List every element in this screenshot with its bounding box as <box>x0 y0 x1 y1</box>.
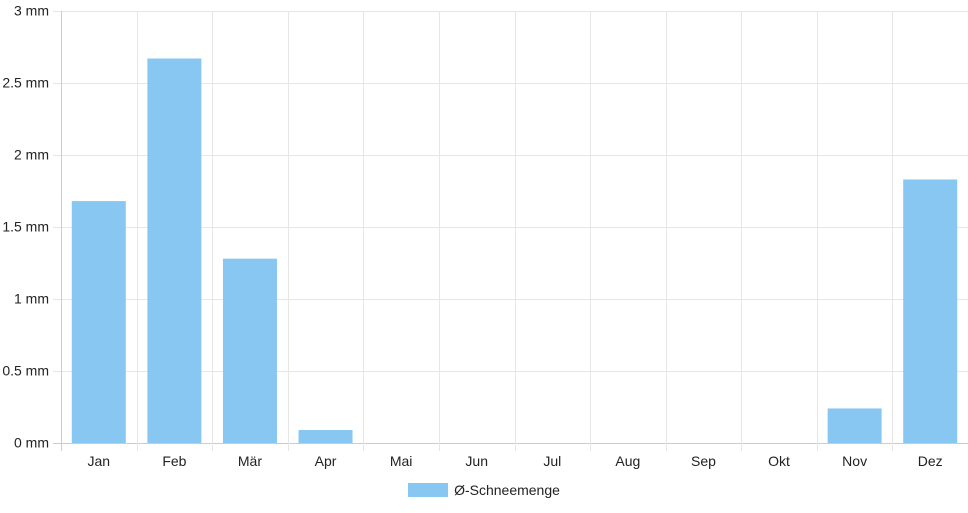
bar <box>298 430 353 443</box>
bar <box>222 258 277 443</box>
y-tick-label: 3 mm <box>14 3 49 19</box>
y-tick-label: 1 mm <box>14 291 49 307</box>
y-tick-label: 1.5 mm <box>2 219 49 235</box>
bars <box>71 58 958 444</box>
y-tick-label: 2.5 mm <box>2 75 49 91</box>
x-tick-label: Mär <box>238 453 262 469</box>
x-tick-label: Nov <box>842 453 867 469</box>
legend-label: Ø-Schneemenge <box>454 482 560 498</box>
x-tick-label: Dez <box>918 453 943 469</box>
bar <box>71 201 126 443</box>
x-tick-label: Jan <box>88 453 111 469</box>
y-tick-label: 2 mm <box>14 147 49 163</box>
x-tick-label: Aug <box>615 453 640 469</box>
axes: 0 mm 0.5 mm 1 mm 1.5 mm 2 mm 2.5 mm 3 mm Jan Feb… <box>2 3 942 470</box>
legend[interactable]: Ø-Schneemenge <box>0 480 968 500</box>
bar <box>147 58 202 444</box>
bar <box>903 179 958 444</box>
y-tick-label: 0.5 mm <box>2 363 49 379</box>
grid-lines <box>53 11 968 451</box>
x-tick-label: Sep <box>691 453 716 469</box>
x-tick-label: Jun <box>465 453 488 469</box>
legend-swatch <box>408 483 449 497</box>
x-tick-label: Mai <box>390 453 413 469</box>
x-tick-label: Apr <box>315 453 337 469</box>
x-tick-label: Jul <box>543 453 561 469</box>
y-tick-label: 0 mm <box>14 435 49 451</box>
x-tick-label: Okt <box>768 453 790 469</box>
bar <box>827 408 882 443</box>
x-tick-label: Feb <box>162 453 186 469</box>
